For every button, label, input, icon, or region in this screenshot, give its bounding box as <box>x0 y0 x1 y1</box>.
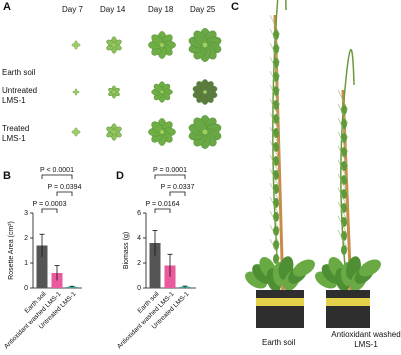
significance-bracket <box>169 191 186 196</box>
rosette-center <box>74 90 78 94</box>
stem-leaf <box>273 254 279 264</box>
p-value: P = 0.0164 <box>146 201 180 208</box>
significance-bracket <box>56 191 73 196</box>
significance-bracket <box>154 208 171 213</box>
branch <box>269 42 281 64</box>
branch <box>269 238 281 260</box>
branch <box>337 145 349 167</box>
column-label: Day 25 <box>190 5 216 14</box>
panel-label: B <box>3 170 11 182</box>
branch <box>337 89 349 111</box>
branch <box>269 126 281 148</box>
column-label: Day 14 <box>100 5 126 14</box>
row-label: Earth soil <box>2 68 36 77</box>
y-tick-label: 6 <box>137 210 141 217</box>
y-tick-label: 4 <box>137 235 141 242</box>
rosette-center <box>202 129 208 135</box>
branch <box>337 117 349 139</box>
rosette-center <box>160 90 164 94</box>
branch <box>269 224 281 246</box>
branch <box>269 168 281 190</box>
rosette-center <box>203 90 207 94</box>
significance-bracket <box>41 174 73 179</box>
branch <box>269 140 281 162</box>
branch <box>269 182 281 204</box>
p-value: P = 0.0001 <box>153 167 187 174</box>
photo-label: Antioxidant washed LMS-1 <box>331 330 401 349</box>
row-label: Untreated LMS-1 <box>2 86 38 105</box>
significance-bracket <box>41 208 58 213</box>
pot <box>256 290 304 328</box>
branch <box>269 210 281 232</box>
branch <box>337 159 349 181</box>
p-value: P = 0.0337 <box>161 184 195 191</box>
stem-leaf <box>341 245 347 255</box>
significance-bracket <box>154 174 186 179</box>
basal-leaf <box>293 259 315 277</box>
bar <box>149 243 161 288</box>
y-tick-label: 0 <box>137 285 141 292</box>
rosette-center <box>112 130 116 134</box>
y-axis-label: Rosette Area (cm²) <box>8 221 15 280</box>
branch <box>269 70 281 92</box>
y-tick-label: 2 <box>24 235 28 242</box>
branch <box>269 56 281 78</box>
row-label: Treated LMS-1 <box>2 124 30 143</box>
branch <box>337 131 349 153</box>
pot-band <box>256 298 304 306</box>
branch <box>269 196 281 218</box>
column-label: Day 18 <box>148 5 174 14</box>
branch <box>337 187 349 209</box>
p-value: P < 0.0001 <box>40 167 74 174</box>
rosette-center <box>74 43 78 47</box>
branch <box>337 229 349 251</box>
p-value: P = 0.0003 <box>33 201 67 208</box>
branch <box>269 28 281 50</box>
branch <box>337 173 349 195</box>
panel-label: D <box>116 170 124 182</box>
branch <box>337 103 349 125</box>
branch <box>269 84 281 106</box>
rosette-center <box>74 130 78 134</box>
bar <box>66 286 78 288</box>
rosette-center <box>202 42 208 48</box>
panel-label: C <box>231 1 239 13</box>
branch <box>337 201 349 223</box>
rosette-center <box>160 43 164 47</box>
bar <box>36 245 48 288</box>
panel-label: A <box>3 1 11 13</box>
y-axis-label: Biomass (g) <box>123 232 130 269</box>
branch <box>337 215 349 237</box>
pot <box>326 290 370 328</box>
y-tick-label: 2 <box>137 260 141 267</box>
pot-band <box>326 298 370 306</box>
p-value: P = 0.0394 <box>48 184 82 191</box>
branch <box>269 14 281 36</box>
y-tick-label: 0 <box>24 285 28 292</box>
branch <box>269 154 281 176</box>
rosette-center <box>112 90 116 94</box>
y-tick-label: 1 <box>24 260 28 267</box>
column-label: Day 7 <box>62 5 83 14</box>
rosette-center <box>160 130 164 134</box>
branch <box>269 112 281 134</box>
basal-leaf <box>359 259 381 277</box>
photo-label: Earth soil <box>262 338 296 347</box>
y-tick-label: 3 <box>24 210 28 217</box>
branch <box>269 98 281 120</box>
rosette-center <box>112 43 116 47</box>
